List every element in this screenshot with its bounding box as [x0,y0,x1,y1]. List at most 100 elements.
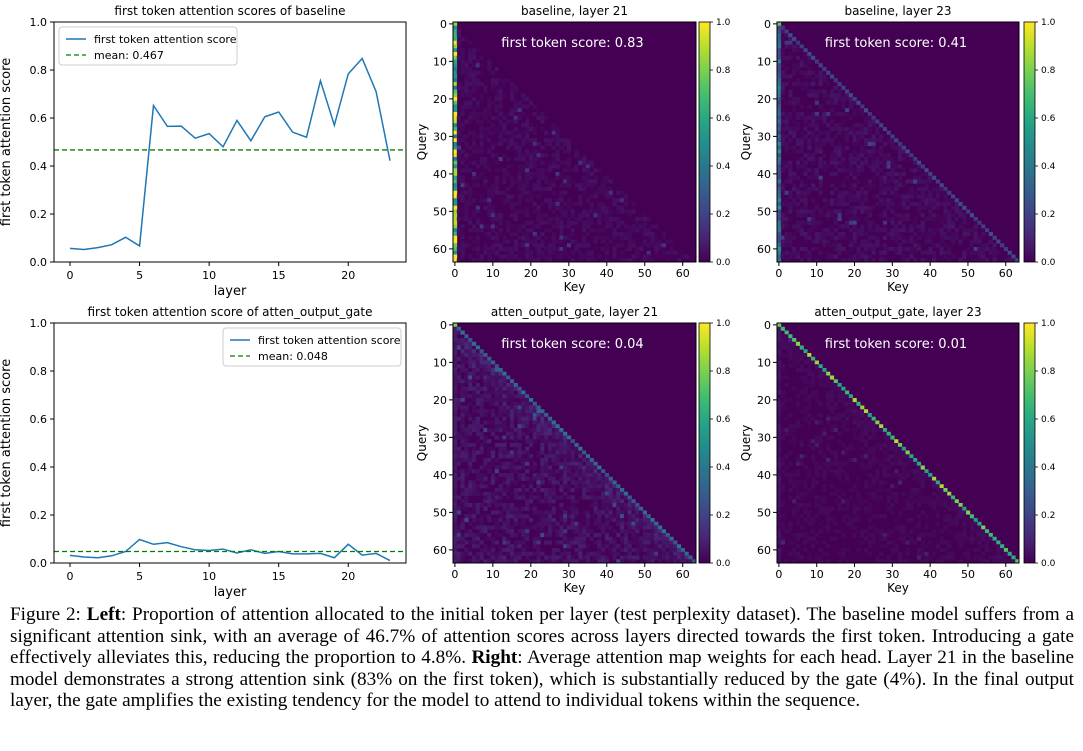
chart-gate-l21-heatmap-cell [468,503,473,508]
chart-baseline-l21-heatmap-cell [525,250,530,255]
chart-baseline-l21-heatmap-cell [506,112,511,117]
chart-gate-l21-heatmap-cell [513,394,518,399]
chart-gate-l21-heatmap-cell [547,443,553,448]
chart-gate-l23-heatmap-cell [845,461,850,466]
chart-baseline-l23-heatmap-cell [1003,247,1009,252]
chart-gate-l23-heatmap-cell [920,510,925,515]
chart-gate-l21-heatmap-cell [475,476,480,481]
chart-baseline-l23-heatmap-cell [848,115,853,120]
chart-gate-l21-heatmap-cell [635,548,640,553]
chart-baseline-l23-heatmap-cell [852,127,857,132]
chart-gate-l21-heatmap-cell [547,525,553,530]
chart-gate-l23-heatmap-cell [833,424,838,429]
chart-gate-l21-heatmap-cell [627,529,632,534]
chart-baseline-l23-heatmap-cell [795,142,801,147]
chart-gate-l23-heatmap-cell [818,413,823,418]
chart-gate-l21-heatmap-cell [597,480,602,485]
chart-gate-l23-heatmap-cell [898,446,903,451]
chart-gate-l21-heatmap-cell [551,439,556,444]
chart-gate-l21-heatmap-cell [551,525,556,530]
chart-gate-l21-heatmap-cell [620,518,625,523]
chart-baseline-l23-heatmap-cell [780,112,785,117]
chart-baseline-l21-heatmap-cell [517,112,522,117]
chart-baseline-l21-xtick-label: 0 [451,267,458,280]
chart-gate-l21-heatmap-cell [540,446,545,451]
chart-baseline-l23-heatmap-cell [886,172,891,177]
chart-gate-l21-heatmap-cell [658,525,663,530]
chart-gate-l21-heatmap-cell [547,480,553,485]
chart-gate-l21-heatmap-cell [460,491,465,496]
chart-baseline-l21-heatmap-cell [517,235,522,240]
chart-gate-l21-heatmap-cell [601,559,606,564]
chart-baseline-l21-heatmap-cell [468,59,473,64]
chart-baseline-l23-heatmap-cell [860,168,865,173]
chart-gate-l23-heatmap-cell [777,334,782,339]
chart-baseline-l23-xtick-label: 60 [999,267,1013,280]
chart-gate-l21-heatmap-cell [506,514,511,519]
chart-gate-l21-heatmap-cell [570,488,575,493]
chart-baseline-l21-heatmap-cell [547,138,553,143]
chart-baseline-l23-heatmap-cell [792,250,797,255]
chart-baseline-l23-heatmap-cell [863,258,869,263]
chart-gate-l21-heatmap-cell [460,540,465,545]
chart-gate-l21-heatmap-cell [593,510,598,515]
chart-gate-l21-heatmap-cell [608,514,613,519]
chart-baseline-l21-heatmap-cell [547,187,553,192]
chart-gate-l21-heatmap-cell [563,540,568,545]
chart-baseline-l23-heatmap-cell [795,112,801,117]
chart-baseline-l23-heatmap-cell [837,149,842,154]
chart-baseline-l21-heatmap-cell [582,254,587,259]
chart-gate-l21-heatmap-cell [642,510,647,515]
chart-baseline-l23-heatmap-cell [916,160,922,165]
chart-baseline-l21-heatmap-cell [570,228,575,233]
chart-baseline-l23-heatmap-cell [792,130,797,135]
chart-baseline-l23-heatmap-cell [939,202,944,207]
chart-baseline-l23-heatmap-cell [863,239,869,244]
chart-gate-l23-heatmap-cell [871,416,876,421]
chart-gate-l21-heatmap-cell [623,521,629,526]
chart-baseline-l23-heatmap-cell [852,217,857,222]
chart-gate-l23-heatmap-cell [845,405,850,410]
chart-baseline-l23-heatmap-cell [943,202,948,207]
chart-baseline-l23-heatmap-cell [981,224,986,229]
chart-baseline-l23-heatmap-cell [973,220,978,225]
chart-baseline-l23-colorbar [1023,21,1036,263]
chart-gate-l21-heatmap-cell [601,551,606,556]
chart-gate-l21-colorbar-tick-label: 0.2 [716,511,730,521]
chart-gate-l21-heatmap-cell [563,431,568,436]
chart-baseline-l21-heatmap-cell [525,232,530,237]
chart-baseline-l23-heatmap-cell [867,153,872,158]
chart-baseline-l23-heatmap-cell [811,82,816,87]
chart-baseline-l23-heatmap-cell [962,235,967,240]
chart-baseline-l23-heatmap-cell [894,187,899,192]
chart-gate-l21-heatmap-cell [684,551,689,556]
chart-gate-l21-heatmap-cell [475,394,480,399]
chart-gate-l23-heatmap-cell [867,428,872,433]
chart-baseline-l21-heatmap-cell [513,104,518,109]
chart-baseline-l21-heatmap-cell [456,157,461,162]
chart-gate-l23-heatmap-cell [894,495,899,500]
chart-gate-l21-heatmap-cell [483,409,488,414]
chart-gate-l23-heatmap-cell [829,450,835,455]
chart-gate-l21-heatmap-cell [509,559,515,564]
chart-baseline-l21-heatmap-cell [635,250,640,255]
chart-baseline-l23-heatmap-cell [826,100,831,105]
chart-baseline-l23-heatmap-cell [966,209,971,214]
chart-baseline-l21-heatmap-cell [650,224,655,229]
chart-baseline-l23-heatmap-cell [795,254,801,259]
chart-baseline-l21-heatmap-cell [498,85,503,90]
chart-gate-l21-heatmap-cell [487,469,492,474]
chart-gate-l21-heatmap-cell [471,375,477,380]
chart-baseline-l21-heatmap-cell [566,217,572,222]
chart-baseline-l21-heatmap-cell [483,134,488,139]
chart-baseline-l21-heatmap-cell [487,100,492,105]
chart-gate-l23-heatmap-cell [803,405,808,410]
chart-baseline-l23-heatmap-cell [841,183,846,188]
chart-baseline-l23-ytick-label: 30 [757,130,771,143]
chart-gate-l23-heatmap-cell [795,353,801,358]
chart-gate-l21-heatmap-cell [453,345,458,350]
chart-baseline-l21-heatmap-cell [578,217,583,222]
chart-baseline-l23-heatmap-cell [822,74,827,79]
chart-gate-l21-heatmap-cell [612,540,617,545]
chart-gate-l21-heatmap-cell [509,525,515,530]
